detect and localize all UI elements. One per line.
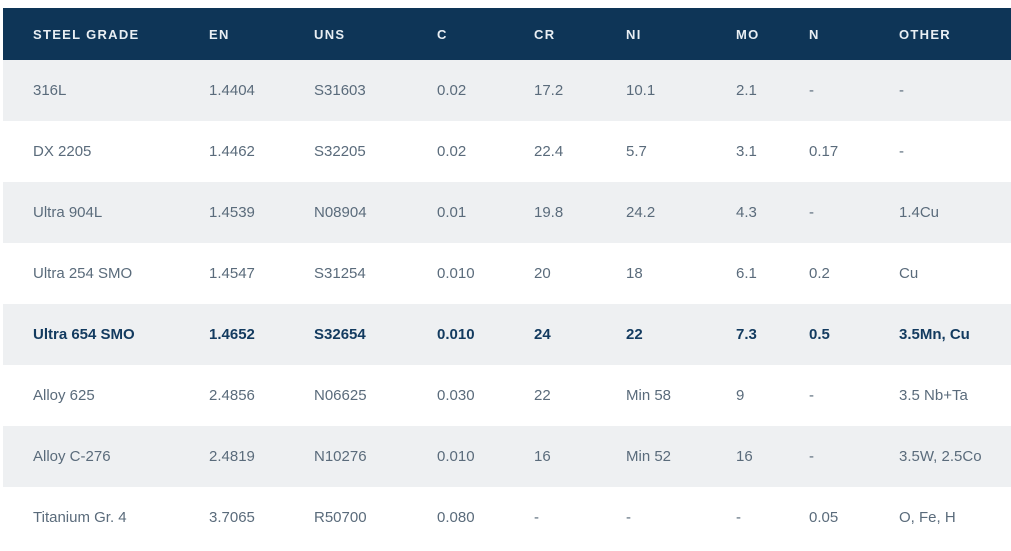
table-cell: 0.02 (437, 82, 467, 99)
table-row: Alloy 625 2.4856 N06625 0.030 22 Min 58 9 - 3.5 … (3, 365, 1011, 426)
table-cell: 18 (626, 265, 643, 282)
table-cell: 1.4Cu (899, 204, 940, 221)
table-row: 316L 1.4404 S31603 0.02 17.2 10.1 2.1 - - (3, 60, 1011, 121)
table-cell: - (809, 82, 814, 99)
table-cell: 0.2 (809, 265, 830, 282)
column-header: EN (209, 26, 230, 42)
column-header: STEEL GRADE (33, 26, 140, 42)
table-cell: 1.4462 (209, 143, 255, 160)
table-cell: 16 (736, 448, 753, 465)
table-row: Ultra 654 SMO 1.4652 S32654 0.010 24 22 7.3 0.5… (3, 304, 1011, 365)
table-cell: 0.010 (437, 448, 475, 465)
table-cell: S31603 (314, 82, 366, 99)
table-cell: - (809, 448, 814, 465)
table-cell: 0.030 (437, 387, 475, 404)
table-cell: 4.3 (736, 204, 757, 221)
table-cell: 16 (534, 448, 551, 465)
table-cell: - (809, 387, 814, 404)
table-cell: - (736, 509, 741, 526)
table-cell: 1.4547 (209, 265, 255, 282)
table-cell: N10276 (314, 448, 367, 465)
header-row: STEEL GRADE EN UNS C CR NI MO N OTHER (3, 8, 1011, 60)
table-cell: 5.7 (626, 143, 647, 160)
table-cell: - (626, 509, 631, 526)
table-cell: 1.4652 (209, 326, 255, 343)
column-header: UNS (314, 26, 346, 42)
column-header: OTHER (899, 26, 951, 42)
table-cell: R50700 (314, 509, 367, 526)
table-cell: 316L (33, 82, 67, 99)
table-cell: 3.1 (736, 143, 757, 160)
table-cell: DX 2205 (33, 143, 92, 160)
table-cell: 2.4819 (209, 448, 255, 465)
table-cell: Min 58 (626, 387, 672, 404)
table-header: STEEL GRADE EN UNS C CR NI MO N OTHER (3, 8, 1011, 60)
column-header: MO (736, 26, 760, 42)
table-row: Alloy C-276 2.4819 N10276 0.010 16 Min 52 16 - 3… (3, 426, 1011, 487)
table-cell: 2.4856 (209, 387, 255, 404)
table-cell: - (899, 143, 904, 160)
table-cell: Alloy 625 (33, 387, 95, 404)
table-cell: Alloy C-276 (33, 448, 111, 465)
table-cell: 3.5W, 2.5Co (899, 448, 982, 465)
table-cell: 0.080 (437, 509, 475, 526)
table-cell: 0.010 (437, 326, 475, 343)
column-header: CR (534, 26, 556, 42)
table-cell: 22 (534, 387, 551, 404)
table-cell: 1.4539 (209, 204, 255, 221)
table-cell: N06625 (314, 387, 367, 404)
table-cell: Ultra 254 SMO (33, 265, 133, 282)
table-row: DX 2205 1.4462 S32205 0.02 22.4 5.7 3.1 0.17 - (3, 121, 1011, 182)
table-cell: Titanium Gr. 4 (33, 509, 127, 526)
table-cell: 22.4 (534, 143, 564, 160)
table-cell: 1.4404 (209, 82, 255, 99)
table-cell: 0.05 (809, 509, 839, 526)
table-cell: 0.010 (437, 265, 475, 282)
table-cell: 0.17 (809, 143, 839, 160)
table-cell: 2.1 (736, 82, 757, 99)
column-header: NI (626, 26, 642, 42)
table-cell: 7.3 (736, 326, 757, 343)
table-cell: 3.7065 (209, 509, 255, 526)
table-cell: S31254 (314, 265, 366, 282)
table-cell: - (534, 509, 539, 526)
table-cell: S32205 (314, 143, 366, 160)
table-cell: N08904 (314, 204, 367, 221)
table-cell: O, Fe, H (899, 509, 956, 526)
table-cell: 24 (534, 326, 551, 343)
table-cell: 17.2 (534, 82, 564, 99)
table-cell: 6.1 (736, 265, 757, 282)
table-row: Ultra 904L 1.4539 N08904 0.01 19.8 24.2 4.3 - 1.… (3, 182, 1011, 243)
table-row: Ultra 254 SMO 1.4547 S31254 0.010 20 18 6.1 0.2… (3, 243, 1011, 304)
table-cell: 22 (626, 326, 643, 343)
table-cell: - (809, 204, 814, 221)
table-cell: Min 52 (626, 448, 672, 465)
table-cell: - (899, 82, 904, 99)
table-row: Titanium Gr. 4 3.7065 R50700 0.080 - - - 0.05 O,… (3, 487, 1011, 548)
table-body: 316L 1.4404 S31603 0.02 17.2 10.1 2.1- - DX 2205… (3, 60, 1011, 548)
table-cell: 10.1 (626, 82, 656, 99)
table-cell: Ultra 654 SMO (33, 326, 135, 343)
table-cell: 0.01 (437, 204, 467, 221)
table-cell: Ultra 904L (33, 204, 103, 221)
table-cell: 3.5Mn, Cu (899, 326, 970, 343)
table-cell: 19.8 (534, 204, 564, 221)
table-cell: 0.5 (809, 326, 830, 343)
column-header: N (809, 26, 820, 42)
table-cell: 20 (534, 265, 551, 282)
column-header: C (437, 26, 448, 42)
table-cell: Cu (899, 265, 919, 282)
table-cell: 0.02 (437, 143, 467, 160)
table-cell: 3.5 Nb+Ta (899, 387, 968, 404)
table-cell: 9 (736, 387, 745, 404)
table-cell: 24.2 (626, 204, 656, 221)
steel-grade-composition-table: STEEL GRADE EN UNS C CR NI MO N OTHER 316L 1.4404… (3, 8, 1011, 548)
table-cell: S32654 (314, 326, 366, 343)
